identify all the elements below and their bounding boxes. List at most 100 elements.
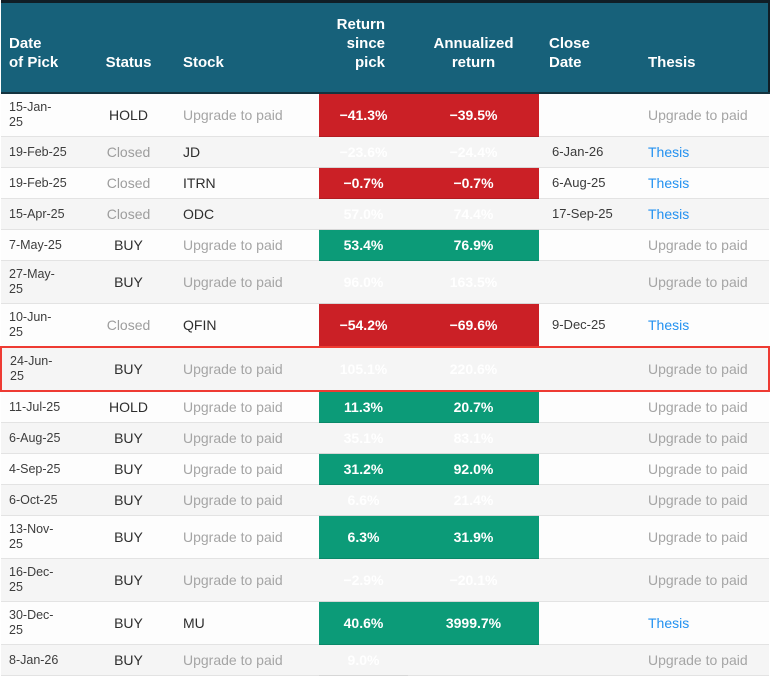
status-cell: BUY bbox=[91, 422, 166, 454]
date-of-pick-cell: 6-Oct-25 bbox=[1, 484, 91, 516]
stock-cell: Upgrade to paid bbox=[166, 558, 319, 602]
thesis-text: Upgrade to paid bbox=[648, 572, 748, 588]
annualized-return-cell: 21.4% bbox=[408, 484, 539, 516]
column-header-close-date: Close Date bbox=[539, 0, 636, 94]
annualized-return-cell: 20.7% bbox=[408, 391, 539, 423]
column-header-thesis: Thesis bbox=[636, 0, 770, 94]
date-of-pick-cell: 15-Jan- 25 bbox=[1, 93, 91, 137]
column-header-status: Status bbox=[91, 0, 166, 94]
close-date-cell bbox=[539, 391, 636, 423]
status-cell: BUY bbox=[91, 601, 166, 645]
return-since-pick-cell: 40.6% bbox=[319, 601, 408, 645]
table-row: 30-Dec- 25 BUY MU 40.6% 3999.7% Thesis bbox=[1, 601, 769, 645]
date-of-pick-cell: 4-Sep-25 bbox=[1, 453, 91, 485]
table-row: 7-May-25 BUY Upgrade to paid 53.4% 76.9%… bbox=[1, 229, 769, 261]
close-date-cell bbox=[539, 558, 636, 602]
stock-cell: QFIN bbox=[166, 303, 319, 348]
table-row: 10-Jun- 25 Closed QFIN −54.2% −69.6% 9-D… bbox=[1, 303, 769, 348]
thesis-text: Upgrade to paid bbox=[648, 237, 748, 253]
close-date-cell bbox=[539, 229, 636, 261]
annualized-return-cell: 92.0% bbox=[408, 453, 539, 485]
date-of-pick-cell: 27-May- 25 bbox=[1, 260, 91, 304]
column-header-annualized-return: Annualized return bbox=[408, 0, 539, 94]
table-row-highlighted: 24-Jun- 25 BUY Upgrade to paid 105.1% 22… bbox=[0, 346, 770, 392]
date-of-pick-cell: 24-Jun- 25 bbox=[0, 346, 91, 392]
close-date-cell bbox=[539, 422, 636, 454]
return-since-pick-cell: 31.2% bbox=[319, 453, 408, 485]
table-row: 19-Feb-25 Closed JD −23.6% −24.4% 6-Jan-… bbox=[1, 136, 769, 168]
thesis-text: Upgrade to paid bbox=[648, 274, 748, 290]
thesis-text: Upgrade to paid bbox=[648, 492, 748, 508]
annualized-return-cell: −69.6% bbox=[408, 303, 539, 348]
thesis-cell: Upgrade to paid bbox=[636, 346, 770, 392]
stock-cell: Upgrade to paid bbox=[166, 93, 319, 137]
table-row: 27-May- 25 BUY Upgrade to paid 96.0% 163… bbox=[1, 260, 769, 304]
stock-cell: ITRN bbox=[166, 167, 319, 199]
stock-cell: Upgrade to paid bbox=[166, 453, 319, 485]
thesis-text: Upgrade to paid bbox=[648, 461, 748, 477]
close-date-cell: 6-Jan-26 bbox=[539, 136, 636, 168]
return-since-pick-cell: −41.3% bbox=[319, 93, 408, 137]
thesis-text: Upgrade to paid bbox=[648, 430, 748, 446]
annualized-return-cell: 220.6% bbox=[408, 346, 539, 392]
annualized-return-cell: −39.5% bbox=[408, 93, 539, 137]
annualized-return-cell: 76.9% bbox=[408, 229, 539, 261]
table-row: 15-Apr-25 Closed ODC 57.0% 74.4% 17-Sep-… bbox=[1, 198, 769, 230]
column-header-return-since-pick: Return since pick bbox=[319, 0, 408, 94]
status-cell: BUY bbox=[91, 644, 166, 676]
annualized-return-cell: 83.1% bbox=[408, 422, 539, 454]
annualized-return-cell: 31.9% bbox=[408, 515, 539, 559]
thesis-link[interactable]: Thesis bbox=[648, 175, 690, 191]
thesis-link[interactable]: Thesis bbox=[648, 317, 690, 333]
thesis-text: Upgrade to paid bbox=[648, 361, 748, 377]
date-of-pick-cell: 30-Dec- 25 bbox=[1, 601, 91, 645]
return-since-pick-cell: 105.1% bbox=[319, 346, 408, 392]
date-of-pick-cell: 15-Apr-25 bbox=[1, 198, 91, 230]
thesis-text: Upgrade to paid bbox=[648, 107, 748, 123]
date-of-pick-cell: 6-Aug-25 bbox=[1, 422, 91, 454]
return-since-pick-cell: −54.2% bbox=[319, 303, 408, 348]
return-since-pick-cell: 11.3% bbox=[319, 391, 408, 423]
thesis-cell: Upgrade to paid bbox=[636, 644, 769, 676]
stock-cell: Upgrade to paid bbox=[166, 229, 319, 261]
date-of-pick-cell: 10-Jun- 25 bbox=[1, 303, 91, 348]
close-date-cell: 9-Dec-25 bbox=[539, 303, 636, 348]
status-cell: BUY bbox=[91, 484, 166, 516]
close-date-cell bbox=[539, 93, 636, 137]
table-header: Date of Pick Status Stock Return since p… bbox=[1, 0, 770, 94]
stock-cell: Upgrade to paid bbox=[166, 391, 319, 423]
thesis-text: Upgrade to paid bbox=[648, 399, 748, 415]
return-since-pick-cell: 35.1% bbox=[319, 422, 408, 454]
thesis-link[interactable]: Thesis bbox=[648, 615, 690, 631]
date-of-pick-cell: 11-Jul-25 bbox=[1, 391, 91, 423]
status-cell: Closed bbox=[91, 136, 166, 168]
status-cell: BUY bbox=[91, 346, 166, 392]
status-cell: BUY bbox=[91, 558, 166, 602]
stock-cell: Upgrade to paid bbox=[166, 644, 319, 676]
thesis-cell: Thesis bbox=[636, 167, 769, 199]
annualized-return-cell: −20.1% bbox=[408, 558, 539, 602]
thesis-cell: Upgrade to paid bbox=[636, 229, 769, 261]
thesis-cell: Thesis bbox=[636, 198, 769, 230]
date-of-pick-cell: 16-Dec- 25 bbox=[1, 558, 91, 602]
thesis-link[interactable]: Thesis bbox=[648, 206, 690, 222]
date-of-pick-cell: 13-Nov- 25 bbox=[1, 515, 91, 559]
annualized-return-cell: 163.5% bbox=[408, 260, 539, 304]
annualized-return-cell: 74.4% bbox=[408, 198, 539, 230]
status-cell: Closed bbox=[91, 303, 166, 348]
table-row: 15-Jan- 25 HOLD Upgrade to paid −41.3% −… bbox=[1, 93, 769, 137]
status-cell: BUY bbox=[91, 260, 166, 304]
thesis-cell: Upgrade to paid bbox=[636, 515, 769, 559]
thesis-link[interactable]: Thesis bbox=[648, 144, 690, 160]
thesis-text: Upgrade to paid bbox=[648, 652, 748, 668]
thesis-cell: Upgrade to paid bbox=[636, 453, 769, 485]
annualized-return-cell: −0.7% bbox=[408, 167, 539, 199]
return-since-pick-cell: 96.0% bbox=[319, 260, 408, 304]
return-since-pick-cell: 57.0% bbox=[319, 198, 408, 230]
table-row: 6-Oct-25 BUY Upgrade to paid 6.6% 21.4% … bbox=[1, 484, 769, 516]
close-date-cell bbox=[539, 644, 636, 676]
close-date-cell bbox=[539, 484, 636, 516]
return-since-pick-cell: 53.4% bbox=[319, 229, 408, 261]
close-date-cell bbox=[539, 260, 636, 304]
